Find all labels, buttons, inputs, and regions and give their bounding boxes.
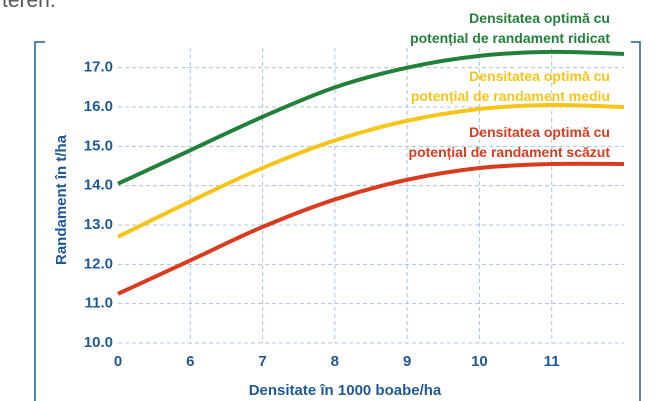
y-tick-label: 10.0 — [84, 334, 113, 351]
y-tick-label: 15.0 — [84, 137, 113, 154]
x-tick-label: 10 — [471, 353, 488, 370]
series-label: Densitatea optimă cu potențial de randam… — [410, 68, 610, 104]
series-line — [117, 161, 625, 296]
x-tick-label: 11 — [544, 353, 560, 370]
x-axis-label: Densitate în 1000 boabe/ha — [249, 382, 442, 399]
y-tick-label: 16.0 — [84, 98, 113, 115]
y-tick-label: 17.0 — [84, 59, 113, 76]
series-line — [117, 103, 625, 239]
series-label: Densitatea optimă cu potențial de randam… — [410, 10, 610, 46]
frame-right — [631, 41, 641, 401]
y-tick-label: 12.0 — [84, 255, 113, 272]
series-line — [117, 49, 625, 186]
y-tick-label: 13.0 — [84, 216, 113, 233]
x-tick-label: 9 — [403, 353, 411, 370]
y-axis-label: Randament în t/ha — [53, 134, 70, 265]
x-tick-label: 8 — [331, 353, 339, 370]
frame — [34, 41, 641, 401]
series-label: Densitatea optimă cu potențial de randam… — [408, 124, 610, 160]
x-tick-label: 0 — [114, 353, 122, 370]
frame-left — [34, 41, 45, 401]
y-tick-label: 14.0 — [84, 177, 113, 194]
x-tick-label: 7 — [258, 353, 266, 370]
top-text: teren. — [2, 0, 56, 12]
y-tick-label: 11.0 — [85, 295, 113, 312]
x-tick-label: 6 — [186, 353, 194, 370]
